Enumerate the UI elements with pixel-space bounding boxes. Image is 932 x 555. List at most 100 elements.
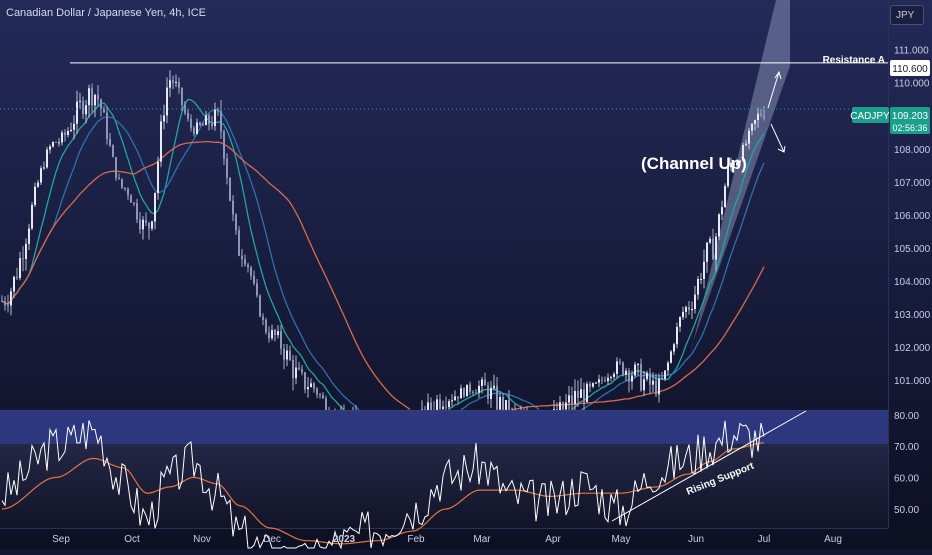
price-tick-label: 102.000	[894, 343, 931, 354]
currency-button[interactable]: JPY	[890, 5, 924, 25]
candle-body	[667, 363, 669, 371]
candle-body	[763, 115, 765, 118]
candle-body	[613, 374, 615, 377]
time-tick-label: Feb	[407, 534, 425, 545]
candle-body	[760, 114, 762, 115]
candle-body	[502, 397, 504, 410]
candle-body	[436, 399, 438, 410]
candle-body	[49, 147, 51, 150]
candle-body	[157, 162, 159, 193]
candle-body	[601, 379, 603, 380]
candle-body	[322, 395, 324, 398]
time-tick-label: Oct	[124, 534, 140, 545]
candle-body	[649, 373, 651, 385]
candle-body	[295, 368, 297, 379]
candle-body	[307, 387, 309, 389]
candle-body	[658, 379, 660, 395]
candle-body	[244, 259, 246, 265]
resistance-label: Resistance A	[823, 55, 885, 66]
candle-body	[88, 88, 90, 105]
price-tick-label: 104.000	[894, 277, 931, 288]
candle-body	[313, 383, 315, 388]
candle-body	[22, 258, 24, 259]
candle-body	[583, 389, 585, 402]
candle-body	[490, 388, 492, 399]
candle-body	[136, 203, 138, 219]
candle-body	[265, 320, 267, 333]
symbol-title: Canadian Dollar / Japanese Yen, 4h, ICE	[6, 7, 206, 19]
candle-body	[694, 295, 696, 309]
candle-body	[718, 214, 720, 236]
candle-body	[271, 330, 273, 338]
candle-body	[280, 331, 282, 348]
candle-body	[73, 124, 75, 130]
candle-body	[679, 317, 681, 327]
candle-body	[466, 385, 468, 397]
candle-body	[688, 307, 690, 310]
candle-body	[577, 391, 579, 398]
candle-body	[67, 131, 69, 135]
candle-body	[277, 331, 279, 335]
candle-body	[166, 88, 168, 116]
candle-body	[100, 100, 102, 109]
candle-body	[589, 384, 591, 387]
candle-body	[169, 80, 171, 87]
candle-body	[133, 203, 135, 204]
price-tick-label: 111.000	[894, 46, 929, 57]
candle-body	[310, 383, 312, 387]
candle-body	[553, 409, 555, 410]
candle-body	[58, 142, 60, 143]
candle-body	[505, 400, 507, 410]
price-tick-label: 101.000	[894, 376, 931, 387]
candle-body	[571, 395, 573, 404]
candle-body	[643, 379, 645, 390]
candle-body	[586, 384, 588, 402]
candle-body	[178, 82, 180, 88]
candle-body	[109, 139, 111, 145]
candle-body	[283, 349, 285, 360]
candle-body	[574, 391, 576, 404]
candle-body	[724, 186, 726, 207]
candle-body	[622, 363, 624, 375]
candle-body	[556, 409, 558, 410]
candle-body	[745, 144, 747, 145]
candle-body	[475, 392, 477, 393]
candle-body	[580, 389, 582, 398]
candle-body	[7, 305, 9, 306]
candle-body	[316, 389, 318, 395]
candle-body	[55, 142, 57, 143]
candle-body	[292, 360, 294, 378]
candle-body	[85, 105, 87, 114]
channel-label: (Channel Up)	[641, 154, 747, 173]
candle-body	[748, 131, 750, 144]
candle-body	[607, 378, 609, 381]
candle-body	[253, 276, 255, 284]
candle-body	[52, 142, 54, 147]
candle-body	[172, 80, 174, 82]
candle-body	[232, 201, 234, 215]
candle-body	[91, 88, 93, 105]
candle-body	[697, 279, 699, 295]
candle-body	[247, 264, 249, 267]
candle-body	[685, 307, 687, 312]
candle-body	[499, 397, 501, 410]
candle-body	[604, 380, 606, 381]
candle-body	[427, 402, 429, 410]
price-tick-label: 103.000	[894, 310, 931, 321]
candle-body	[457, 396, 459, 398]
candle-body	[616, 361, 618, 373]
rsi-overbought-band	[0, 411, 888, 444]
candle-body	[721, 207, 723, 214]
candle-body	[148, 223, 150, 229]
candle-body	[274, 330, 276, 335]
rsi-tick-label: 60.00	[894, 473, 919, 484]
time-tick-label: Jul	[758, 534, 771, 545]
rsi-tick-label: 70.00	[894, 442, 919, 453]
candle-body	[82, 101, 84, 114]
candle-body	[676, 327, 678, 344]
candle-body	[46, 150, 48, 168]
candle-body	[190, 119, 192, 128]
candle-body	[220, 111, 222, 131]
